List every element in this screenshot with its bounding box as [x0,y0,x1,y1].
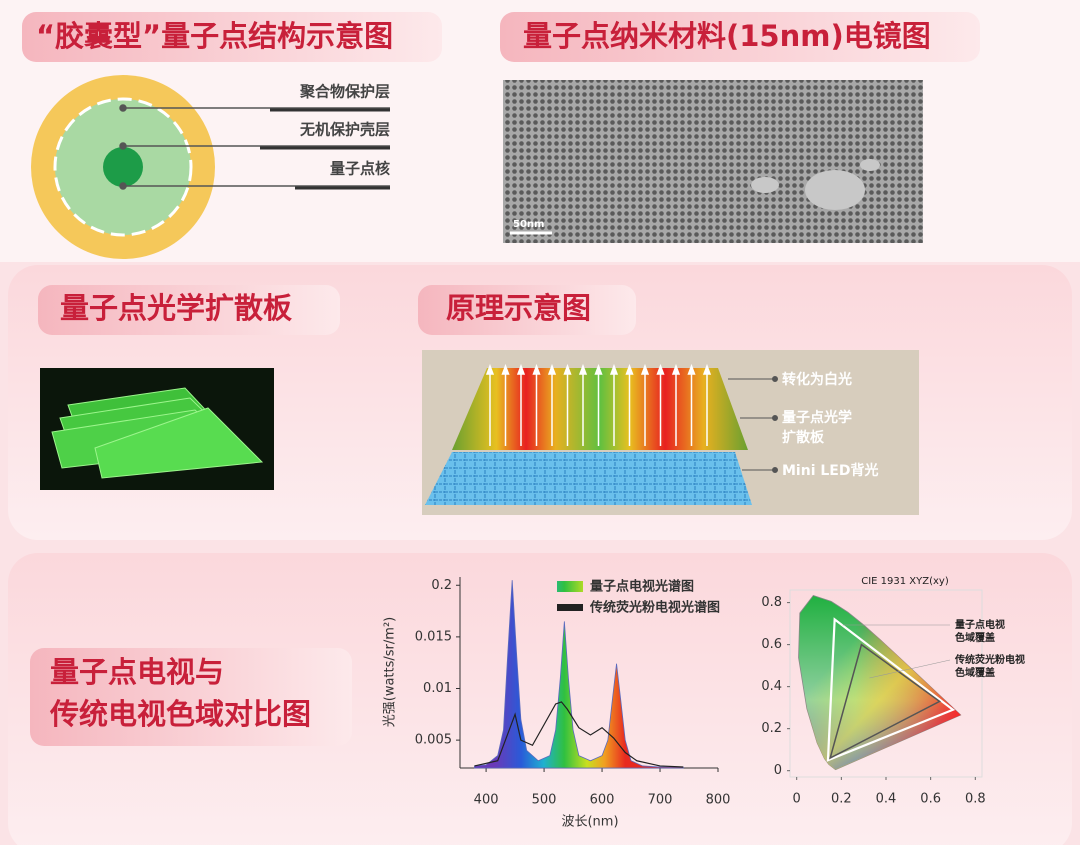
arrow-head [516,363,526,375]
tab [30,648,352,746]
x-axis-label: 波长(nm) [561,815,618,830]
structure-title: “胶囊型”量子点结构示意图 [36,19,393,53]
gamut-triangle [826,617,956,762]
led-grid [425,452,752,505]
qd-layer [452,368,748,450]
gamut-triangle [829,643,942,760]
light-arrows [485,363,712,446]
diffuser-title: 量子点光学扩散板 [60,291,293,325]
arrow-head [578,363,588,375]
tab [22,12,442,62]
x-tick-label: 600 [590,793,615,808]
arrow-head [609,363,619,375]
arrow-head [640,363,650,375]
legend-label: 色域覆盖 [955,631,995,644]
x-tick-label: 0.2 [831,792,852,807]
x-tick-label: 0 [793,792,801,807]
legend-label: 传统荧光粉电视光谱图 [589,600,720,616]
arrow-head [625,363,634,375]
label: 无机保护壳层 [299,121,390,139]
arrow-head [547,363,557,375]
legend-swatch [557,581,583,592]
legend-label: 色域覆盖 [955,666,995,679]
arrow-head [702,363,712,375]
x-tick-label: 0.4 [876,792,897,807]
pointers [119,104,390,190]
legend-label: 量子点电视 [955,618,1005,631]
x-tick-label: 0.6 [920,792,941,807]
y-tick-label: 0.8 [761,595,782,610]
tab [418,285,636,335]
x-tick-label: 800 [706,793,731,808]
legend-pointer [869,659,951,679]
tab [38,285,340,335]
arrow-head [671,363,681,375]
arrow-head [594,363,603,375]
arrow-head [563,363,572,375]
arrow-head [501,363,510,375]
label: 量子点光学 [782,409,852,426]
x-tick-label: 0.8 [965,792,986,807]
comparison-title: 量子点电视与 [50,655,224,689]
y-tick-label: 0.005 [415,733,452,748]
chart-title: CIE 1931 XYZ(xy) [861,576,949,587]
y-tick-label: 0.01 [423,681,452,696]
tab [500,12,980,62]
tem-title: 量子点纳米材料(15nm)电镜图 [523,19,931,53]
tem-voids [751,159,880,210]
legend-label: 传统荧光粉电视 [954,653,1025,666]
arrow-head [687,363,696,375]
pointers [728,376,778,473]
arrow-head [485,363,495,375]
label: 聚合物保护层 [299,83,390,101]
y-tick-label: 0.6 [761,637,782,652]
phosphor-spectrum-line [474,701,684,768]
plates [51,387,264,479]
y-tick-label: 0.2 [431,578,452,593]
y-tick-label: 0.015 [415,629,452,644]
qd-spectrum-area [474,580,684,769]
label: 扩散板 [782,429,825,446]
label: Mini LED背光 [782,462,878,479]
legend-label: 量子点电视光谱图 [590,579,694,595]
legend-swatch [557,604,583,611]
spectrum-chart: 0.2 0.015 0.01 0.005 400 500 600 700 800 波长(nm) 光强… [383,577,731,830]
cie-chart: CIE 1931 XYZ(xy) 0 0.2 0.4 0.6 0.8 0 0.2 0.4 0.6 0… [761,576,1025,807]
scale-label: 50nm [513,219,544,230]
core [103,147,143,187]
x-tick-label: 500 [532,793,557,808]
arrow-head [656,363,665,375]
arrow-head [532,363,541,375]
x-tick-label: 400 [474,793,499,808]
y-axis-label: 光强(watts/sr/m²) [383,617,398,727]
label: 量子点核 [330,160,390,178]
y-tick-label: 0.4 [761,679,782,694]
comparison-title: 传统电视色域对比图 [49,697,311,731]
x-tick-label: 700 [648,793,673,808]
principle-title: 原理示意图 [446,291,591,325]
y-tick-label: 0.2 [761,721,782,736]
label: 转化为白光 [782,371,852,388]
tem-particles [503,80,923,243]
y-tick-label: 0 [774,763,782,778]
